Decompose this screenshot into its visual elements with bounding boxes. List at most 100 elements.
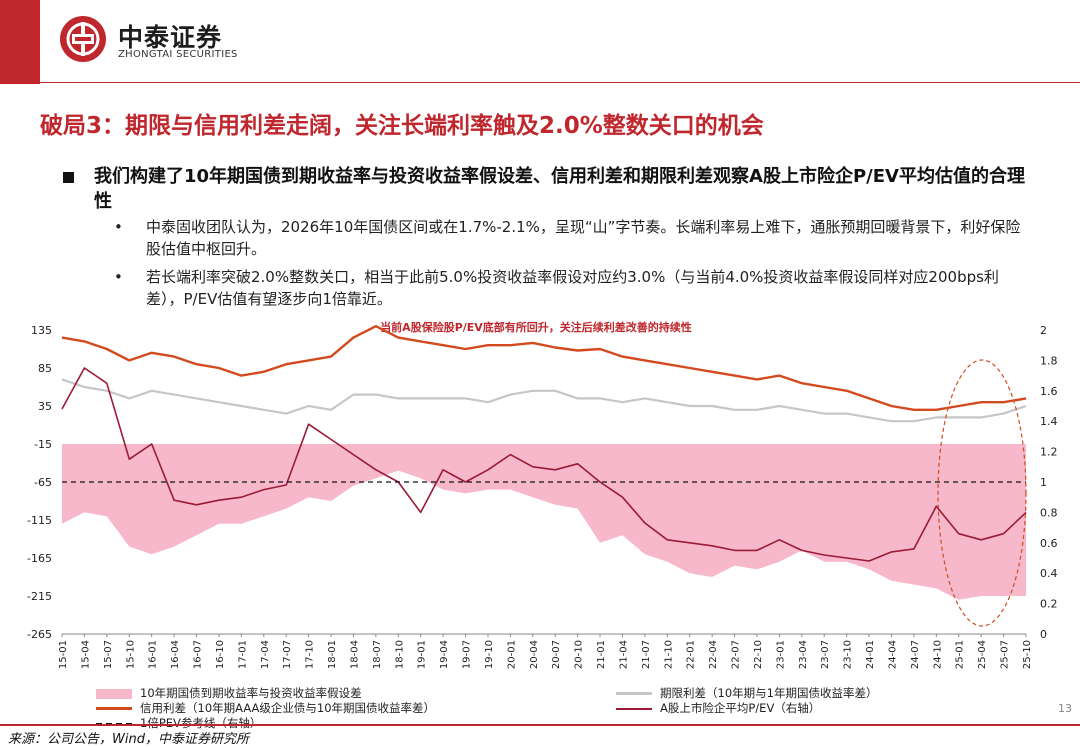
x-tick-label: 15-07 (103, 640, 114, 669)
y-right-tick-label: 0.8 (1040, 506, 1058, 519)
highlight-ellipse (937, 359, 1027, 627)
x-tick-label: 24-10 (932, 640, 943, 669)
legend-credit-spread: 信用利差（10年期AAA级企业债与10年期国债收益率差） (96, 700, 435, 716)
sub-bullet-2: • 若长端利率突破2.0%整数关口，相当于此前5.0%投资收益率假设对应约3.0… (114, 266, 1028, 310)
company-logo-icon (60, 16, 106, 62)
x-tick-label: 21-07 (641, 640, 652, 669)
series-credit-spread-line (61, 324, 1027, 412)
y-right-tick-label: 0.6 (1040, 537, 1058, 550)
legend-label: 1倍PEV参考线（右轴） (140, 716, 262, 730)
y-left-tick-label: -65 (34, 476, 52, 489)
legend-swatch-area (96, 688, 132, 699)
y-left-tick-label: 35 (38, 400, 52, 413)
sub-bullet-text: 中泰固收团队认为，2026年10年国债区间或在1.7%-2.1%，呈现“山”字节… (146, 218, 1021, 258)
legend-label: A股上市险企平均P/EV（右轴） (660, 701, 821, 715)
x-tick-label: 19-04 (439, 640, 450, 669)
x-tick-label: 15-01 (58, 640, 69, 669)
bullet-dot-icon: • (114, 218, 123, 236)
legend-swatch-line (616, 707, 652, 710)
legend-term-spread: 期限利差（10年期与1年期国债收益率差） (616, 685, 877, 701)
header: 中泰证券 ZHONGTAI SECURITIES (0, 0, 1080, 84)
x-tick-label: 18-04 (349, 640, 360, 669)
x-tick-label: 23-10 (843, 640, 854, 669)
y-right-tick-label: 0.4 (1040, 567, 1058, 580)
main-bullet: 我们构建了10年期国债到期收益率与投资收益率假设差、信用利差和期限利差观察A股上… (63, 164, 1026, 214)
x-tick-label: 22-10 (753, 640, 764, 669)
x-tick-label: 16-10 (215, 640, 226, 669)
x-tick-label: 16-04 (170, 640, 181, 669)
x-tick-label: 22-04 (708, 640, 719, 669)
series-pev-line (61, 367, 1027, 562)
y-right-tick-label: 1.2 (1040, 446, 1058, 459)
y-right-tick-label: 0.2 (1040, 598, 1058, 611)
y-right-tick-label: 1.4 (1040, 415, 1058, 428)
x-tick-label: 24-07 (910, 640, 921, 669)
y-right-tick-label: 2 (1040, 324, 1047, 337)
x-tick-label: 17-04 (260, 640, 271, 669)
x-tick-label: 20-01 (506, 640, 517, 669)
brand-name: 中泰证券 (118, 23, 223, 52)
x-tick-label: 22-07 (731, 640, 742, 669)
x-tick-label: 23-07 (820, 640, 831, 669)
page-number: 13 (1058, 702, 1072, 715)
y-left-tick-label: -165 (27, 552, 52, 565)
x-tick-label: 19-10 (484, 640, 495, 669)
series-term-spread-line (61, 378, 1027, 423)
x-tick-label: 25-04 (977, 640, 988, 669)
source-note: 来源：公司公告，Wind，中泰证券研究所 (8, 732, 249, 747)
legend-label: 期限利差（10年期与1年期国债收益率差） (660, 686, 878, 700)
x-tick-label: 25-10 (1022, 640, 1033, 669)
x-tick-label: 21-04 (618, 640, 629, 669)
x-tick-label: 24-01 (865, 640, 876, 669)
y-left-tick-label: -215 (27, 590, 52, 603)
x-tick-label: 15-04 (80, 640, 91, 669)
x-tick-label: 17-07 (282, 640, 293, 669)
x-tick-label: 18-07 (372, 640, 383, 669)
y-right-tick-label: 1.8 (1040, 354, 1058, 367)
y-left-tick-label: 85 (38, 362, 52, 375)
x-tick-label: 16-07 (193, 640, 204, 669)
x-tick-label: 17-10 (305, 640, 316, 669)
y-left-tick-label: -115 (27, 514, 52, 527)
x-tick-label: 25-01 (955, 640, 966, 669)
legend-label: 信用利差（10年期AAA级企业债与10年期国债收益率差） (140, 701, 436, 715)
sub-bullet-1: • 中泰固收团队认为，2026年10年国债区间或在1.7%-2.1%，呈现“山”… (114, 216, 1028, 260)
series-yield-gap-area (62, 444, 1026, 600)
x-tick-label: 17-01 (237, 640, 248, 669)
y-right-tick-label: 0 (1040, 628, 1047, 641)
footer-rule (0, 724, 1080, 726)
x-tick-label: 22-01 (686, 640, 697, 669)
x-tick-label: 23-01 (775, 640, 786, 669)
x-tick-label: 24-04 (887, 640, 898, 669)
x-tick-label: 16-01 (148, 640, 159, 669)
legend-label: 10年期国债到期收益率与投资收益率假设差 (140, 686, 362, 700)
x-tick-label: 25-07 (1000, 640, 1011, 669)
x-tick-label: 18-10 (394, 640, 405, 669)
x-tick-label: 19-07 (462, 640, 473, 669)
x-tick-label: 18-01 (327, 640, 338, 669)
x-tick-label: 20-10 (574, 640, 585, 669)
x-tick-label: 20-07 (551, 640, 562, 669)
x-tick-label: 23-04 (798, 640, 809, 669)
legend-pev: A股上市险企平均P/EV（右轴） (616, 700, 820, 716)
x-tick-label: 19-01 (417, 640, 428, 669)
y-left-tick-label: -15 (34, 438, 52, 451)
legend-swatch-line (616, 692, 652, 695)
x-tick-label: 21-10 (663, 640, 674, 669)
legend-swatch-dashed (96, 722, 132, 725)
brand-name-en: ZHONGTAI SECURITIES (118, 49, 238, 60)
legend-ref-line: 1倍PEV参考线（右轴） (96, 715, 261, 731)
chart-annotation: 当前A股保险股P/EV底部有所回升，关注后续利差改善的持续性 (380, 320, 692, 334)
sub-bullet-text: 若长端利率突破2.0%整数关口，相当于此前5.0%投资收益率假设对应约3.0%（… (146, 268, 999, 308)
slide-title: 破局3：期限与信用利差走阔，关注长端利率触及2.0%整数关口的机会 (40, 113, 764, 139)
y-right-tick-label: 1.6 (1040, 385, 1058, 398)
brand-band (0, 0, 40, 84)
legend-area: 10年期国债到期收益率与投资收益率假设差 (96, 685, 362, 701)
x-tick-label: 15-10 (125, 640, 136, 669)
main-bullet-text: 我们构建了10年期国债到期收益率与投资收益率假设差、信用利差和期限利差观察A股上… (94, 166, 1025, 212)
bullet-dot-icon: • (114, 268, 123, 286)
header-rule (40, 82, 1080, 83)
y-left-tick-label: -265 (27, 628, 52, 641)
x-tick-label: 20-04 (529, 640, 540, 669)
square-bullet-icon (63, 172, 74, 183)
